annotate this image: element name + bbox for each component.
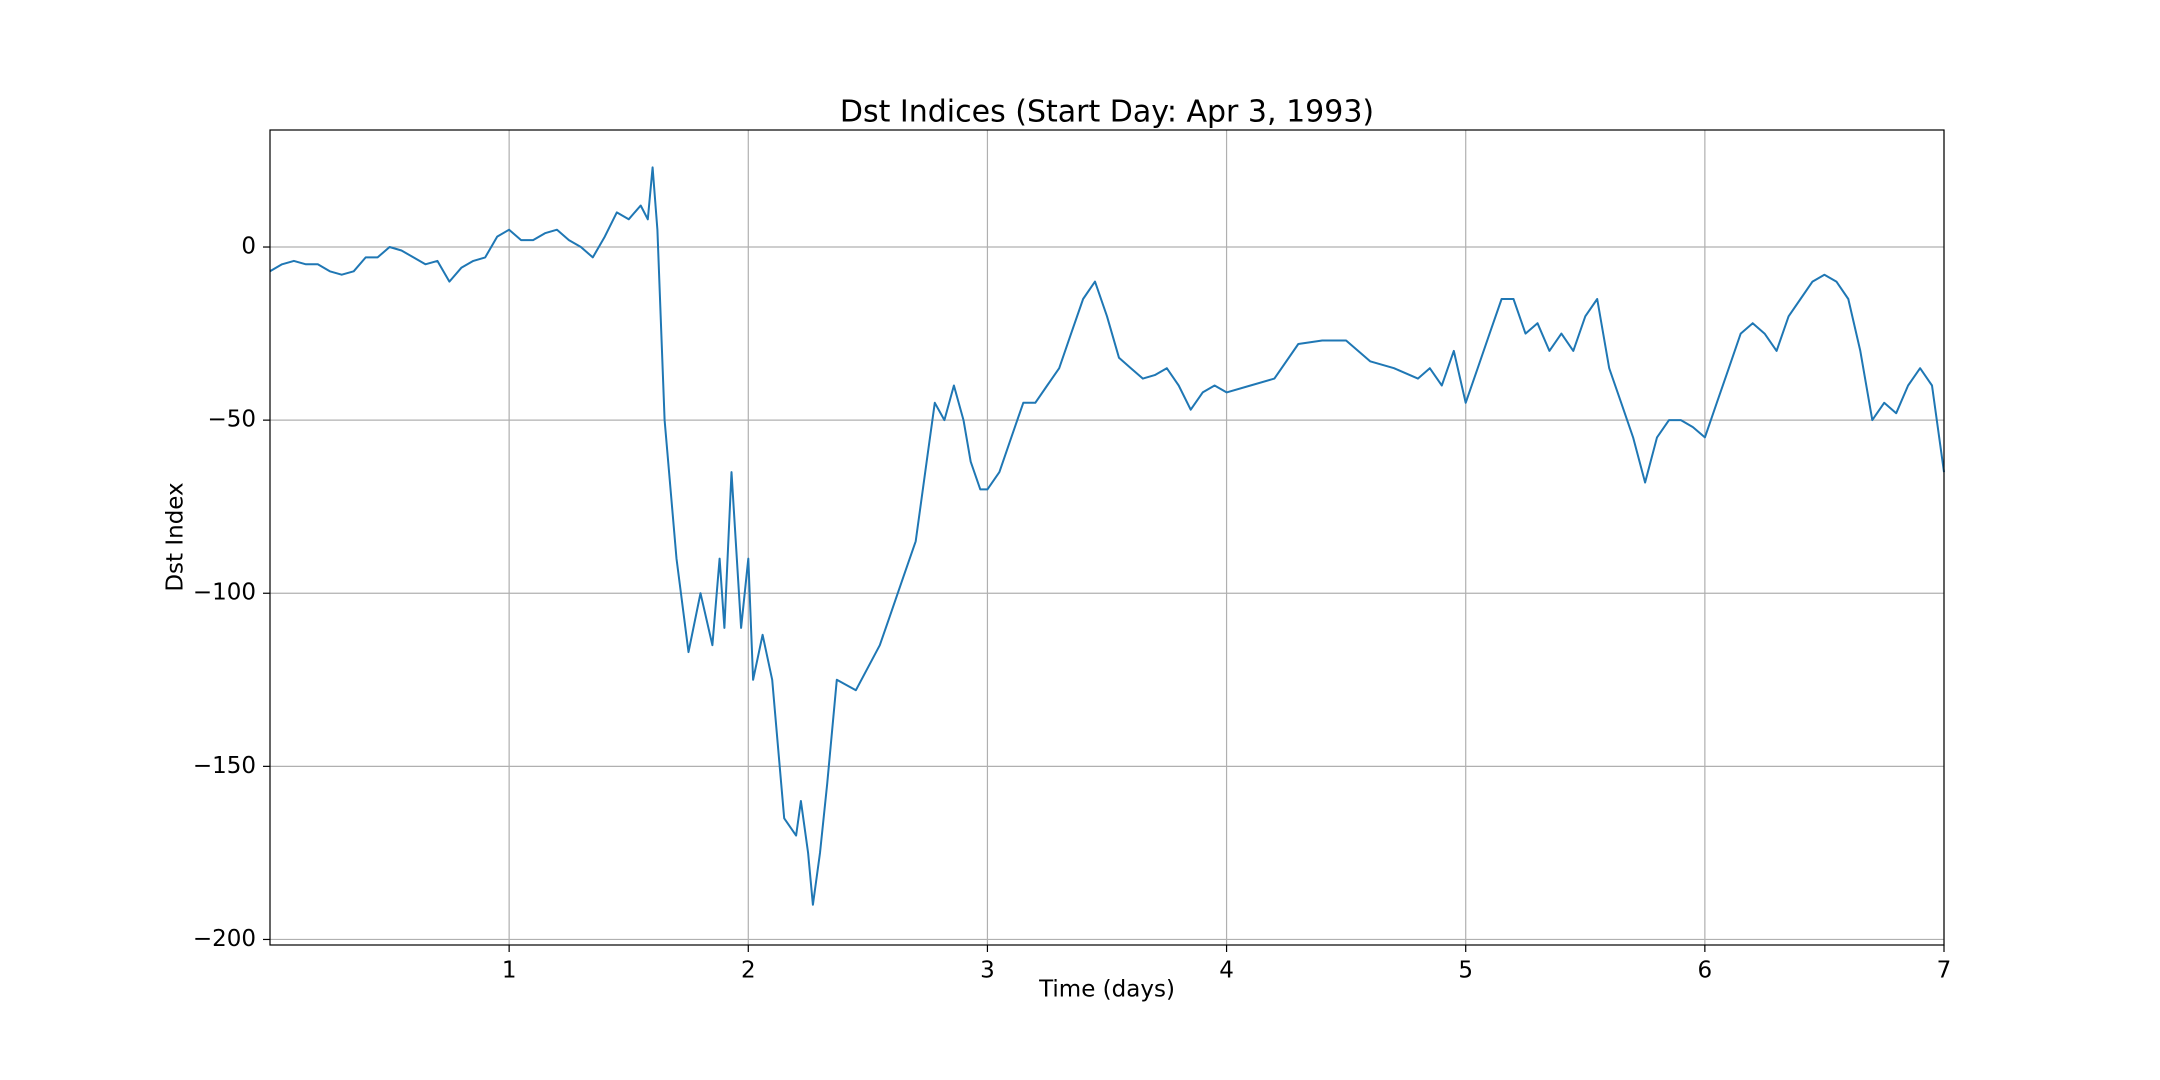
x-tick-label: 6 (1698, 958, 1713, 984)
x-tick-label: 1 (502, 958, 517, 984)
y-axis-label: Dst Index (163, 482, 189, 591)
plot-frame (269, 129, 1945, 946)
x-tick-label: 7 (1937, 958, 1952, 984)
x-tick-label: 5 (1458, 958, 1473, 984)
y-tick-label: −100 (193, 580, 256, 606)
y-tick-label: −150 (193, 753, 256, 779)
x-tick-label: 3 (980, 958, 995, 984)
chart-title: Dst Indices (Start Day: Apr 3, 1993) (840, 95, 1374, 130)
x-axis-label: Time (days) (1038, 977, 1175, 1003)
y-tick-label: −200 (193, 926, 256, 952)
x-tick-label: 4 (1219, 958, 1234, 984)
y-tick-label: 0 (241, 234, 256, 260)
x-tick-label: 2 (741, 958, 756, 984)
data-line (269, 166, 1945, 906)
y-tick-label: −50 (207, 407, 256, 433)
